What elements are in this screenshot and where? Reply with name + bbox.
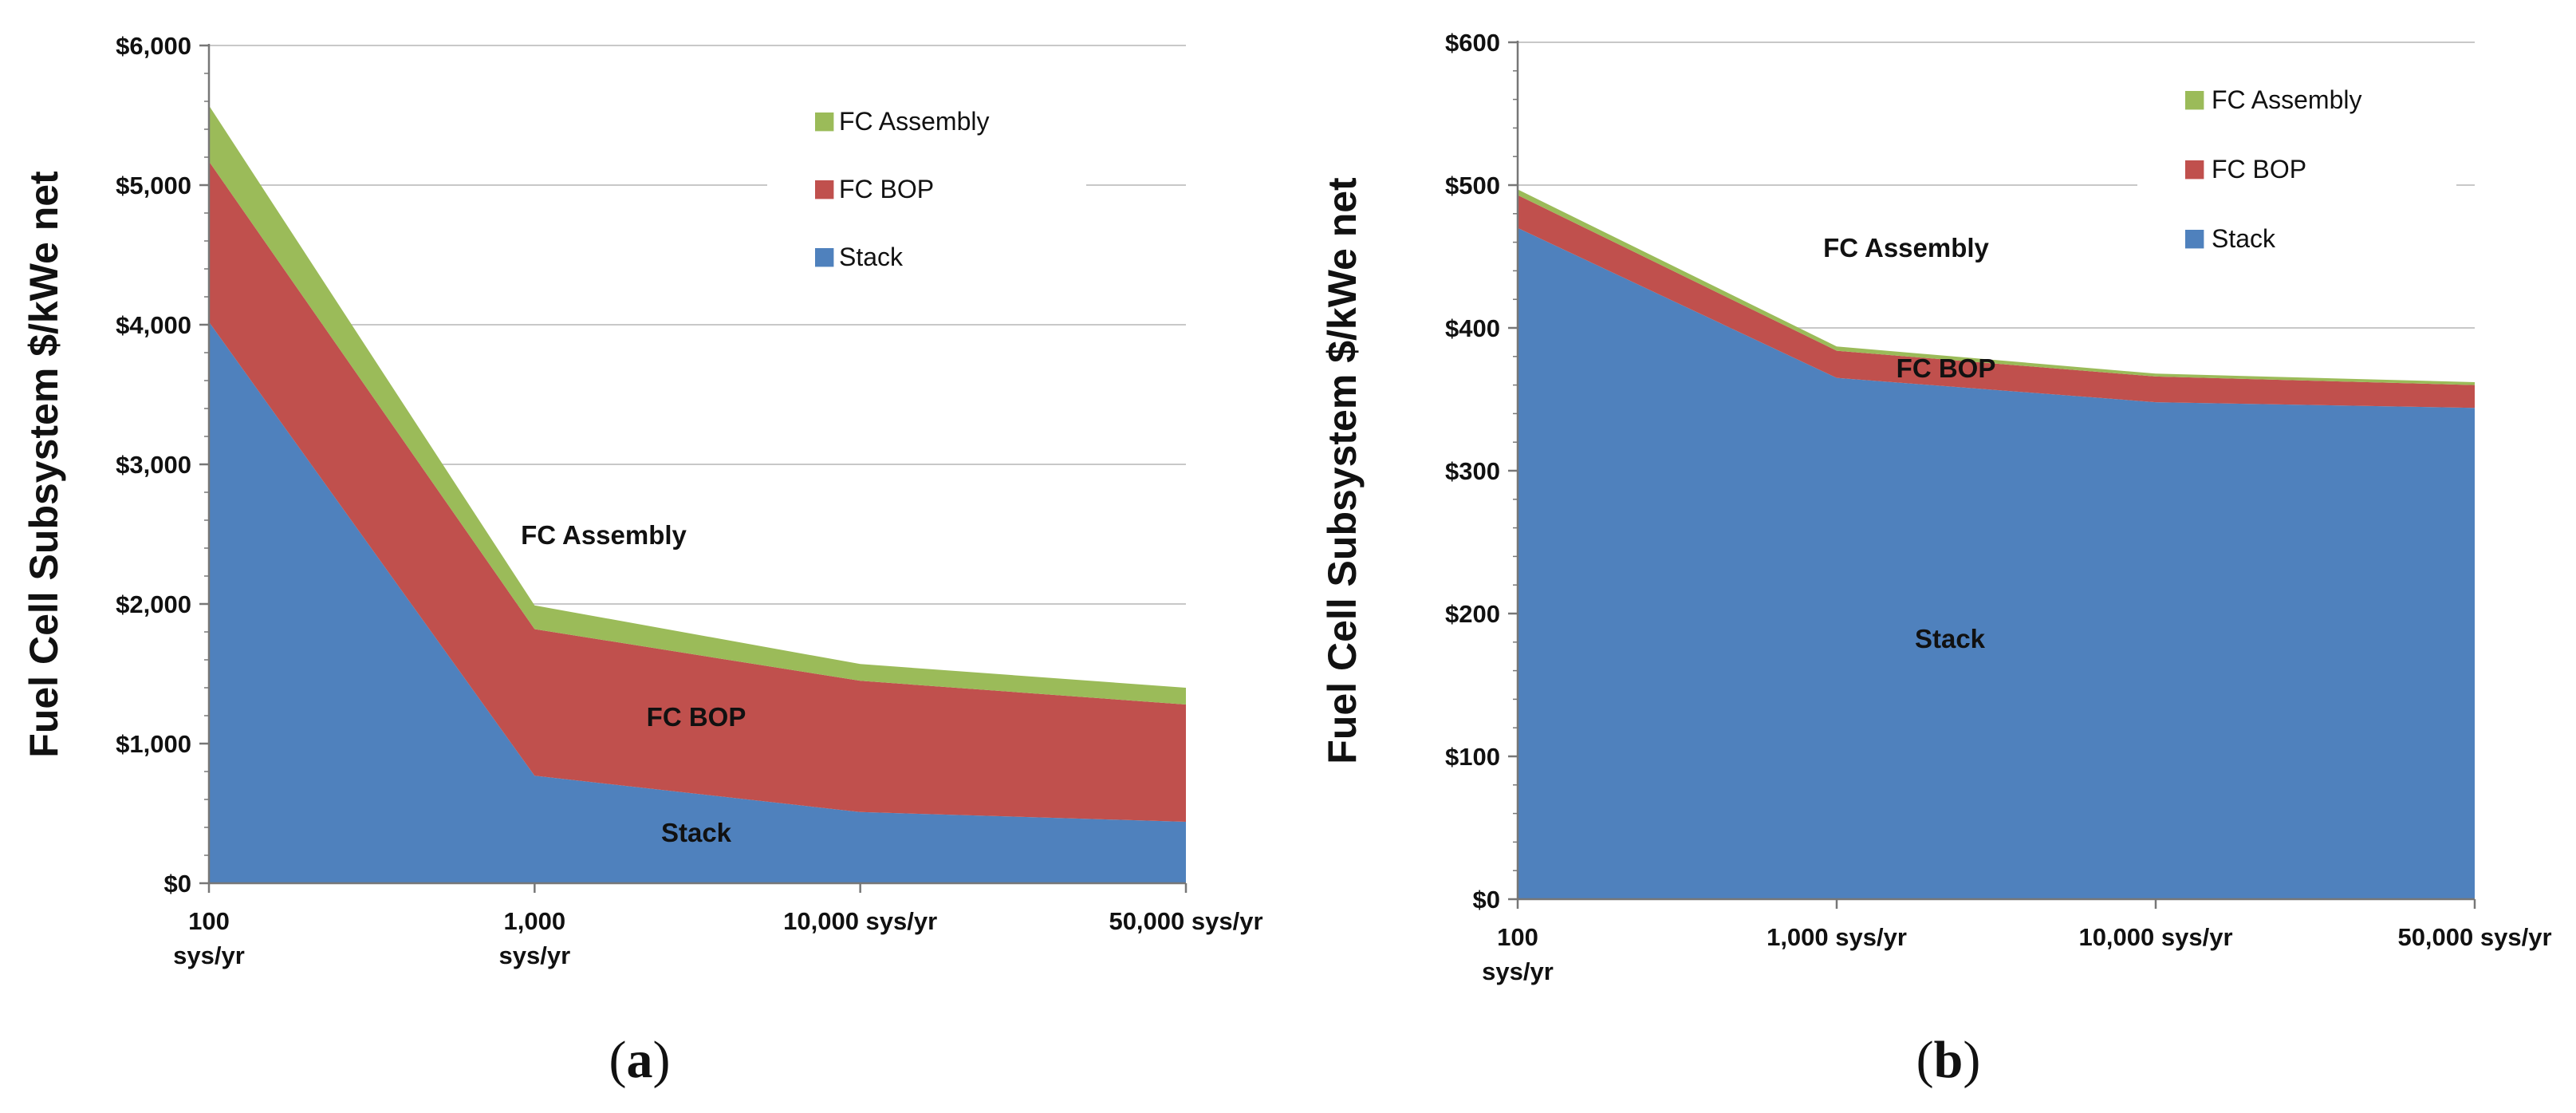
y-tick-label: $4,000 [116,311,191,339]
y-tick-label: $0 [1473,886,1500,914]
legend-label: FC BOP [2212,155,2306,184]
legend-label: FC Assembly [839,107,989,136]
area-annotation: FC BOP [647,702,746,732]
y-tick-label: $200 [1445,600,1500,628]
chart-a-svg: $0 $1,000 $2,000 $3,000 $4,000 $5,000 $6,000 10… [22,32,1263,1089]
panel-caption: (a) [609,1031,671,1089]
x-tick-label: 100 [188,907,230,935]
y-tick-label: $6,000 [116,32,191,60]
y-tick-label: $2,000 [116,590,191,618]
x-tick-label: sys/yr [499,941,571,969]
chart-panel-b: $0 $100 $200 $300 $400 $500 $600 100 sys/yr 1,000… [1288,0,2576,1109]
y-tick-label: $400 [1445,314,1500,342]
x-tick-label: 10,000 sys/yr [2078,923,2232,951]
legend-label: Stack [2212,224,2276,253]
area-fc-bop [1518,195,2475,408]
legend-swatch [2185,230,2204,249]
area-fc-assembly [1518,189,2475,385]
area-stack [209,322,1186,883]
legend-label: FC Assembly [2212,85,2361,114]
legend-swatch [815,180,834,199]
chart-b-svg: $0 $100 $200 $300 $400 $500 $600 100 sys/yr 1,000… [1320,29,2552,1089]
area-stack [1518,227,2475,899]
x-tick-label: 1,000 sys/yr [1767,923,1907,951]
area-annotation: FC BOP [1897,353,1996,383]
x-tick-label: 10,000 sys/yr [783,907,937,935]
x-tick-label: 1,000 [504,907,566,935]
legend-swatch [815,248,834,267]
area-fc-bop [209,161,1186,823]
legend-swatch [815,112,834,132]
x-tick-label: sys/yr [1482,957,1554,985]
y-tick-label: $500 [1445,172,1500,199]
y-axis-title: Fuel Cell Subsystem $/kWe net [1320,177,1365,764]
legend-swatch [2185,91,2204,110]
legend-label: Stack [839,243,904,271]
chart-panel-a: $0 $1,000 $2,000 $3,000 $4,000 $5,000 $6,000 10… [0,0,1288,1109]
area-annotation: FC Assembly [521,520,687,550]
x-tick-label: 50,000 sys/yr [2397,923,2551,951]
y-tick-label: $300 [1445,457,1500,485]
y-tick-label: $5,000 [116,172,191,199]
x-tick-label: 100 [1497,923,1538,951]
area-annotation: Stack [661,818,732,847]
y-tick-label: $1,000 [116,730,191,758]
legend-label: FC BOP [839,175,934,203]
area-annotation: Stack [1915,624,1986,653]
area-annotation: FC Assembly [1823,233,1989,262]
y-tick-label: $100 [1445,743,1500,771]
x-tick-label: sys/yr [173,941,245,969]
y-tick-label: $600 [1445,29,1500,57]
legend-swatch [2185,160,2204,180]
x-tick-label: 50,000 sys/yr [1109,907,1262,935]
y-tick-label: $0 [164,870,191,898]
y-tick-label: $3,000 [116,451,191,479]
y-axis-title: Fuel Cell Subsystem $/kWe net [22,171,66,758]
panel-caption: (b) [1916,1031,1981,1089]
